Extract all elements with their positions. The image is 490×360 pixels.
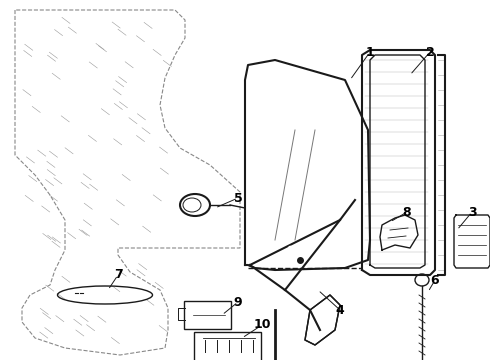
Text: 5: 5 bbox=[234, 192, 243, 204]
Text: 9: 9 bbox=[234, 296, 243, 309]
Text: 2: 2 bbox=[426, 45, 434, 58]
Text: 8: 8 bbox=[403, 206, 411, 219]
Text: 10: 10 bbox=[253, 319, 271, 332]
Text: 4: 4 bbox=[336, 303, 344, 316]
Text: 7: 7 bbox=[114, 269, 122, 282]
Text: 3: 3 bbox=[467, 206, 476, 219]
Polygon shape bbox=[305, 295, 340, 345]
Text: 1: 1 bbox=[366, 45, 374, 58]
Text: 6: 6 bbox=[431, 274, 440, 287]
